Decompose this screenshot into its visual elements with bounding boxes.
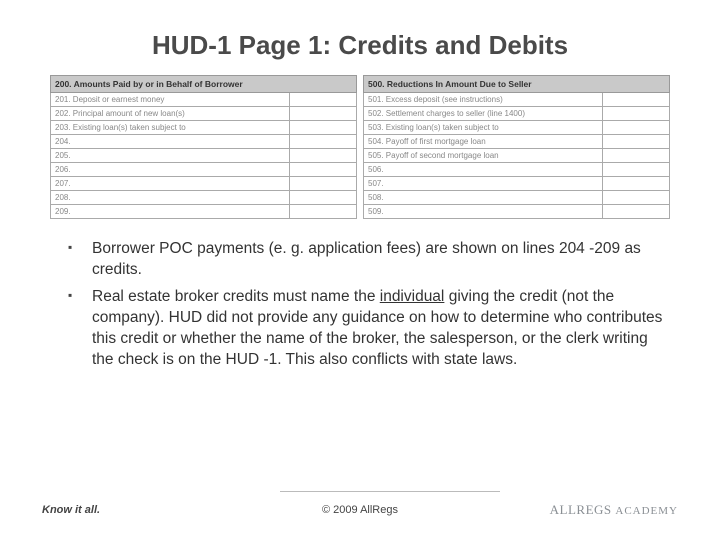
logo-main: ALLREGS [550,502,612,517]
table-row: 208. [51,191,357,205]
table-row: 507. [364,177,670,191]
footer-copyright: © 2009 AllRegs [254,504,466,516]
table-row: 207. [51,177,357,191]
table-row: 201. Deposit or earnest money [51,93,357,107]
table-row: 204. [51,135,357,149]
footer: Know it all. © 2009 AllRegs ALLREGS ACAD… [0,502,720,518]
slide: HUD-1 Page 1: Credits and Debits 200. Am… [0,0,720,540]
right-table: 500. Reductions In Amount Due to Seller … [363,75,670,219]
logo-sub: ACADEMY [615,505,678,517]
footer-rule [280,491,500,492]
right-table-header: 500. Reductions In Amount Due to Seller [364,76,670,93]
bullet-item: Borrower POC payments (e. g. application… [68,239,670,281]
left-table: 200. Amounts Paid by or in Behalf of Bor… [50,75,357,219]
table-row: 206. [51,163,357,177]
table-row: 509. [364,205,670,219]
table-row: 209. [51,205,357,219]
table-row: 502. Settlement charges to seller (line … [364,107,670,121]
underlined-word: individual [380,288,445,305]
table-row: 508. [364,191,670,205]
table-row: 503. Existing loan(s) taken subject to [364,121,670,135]
footer-logo: ALLREGS ACADEMY [466,502,678,518]
table-row: 203. Existing loan(s) taken subject to [51,121,357,135]
table-row: 202. Principal amount of new loan(s) [51,107,357,121]
footer-tagline: Know it all. [42,504,254,516]
table-row: 504. Payoff of first mortgage loan [364,135,670,149]
left-table-header: 200. Amounts Paid by or in Behalf of Bor… [51,76,357,93]
bullet-list: Borrower POC payments (e. g. application… [50,239,670,371]
tables-wrapper: 200. Amounts Paid by or in Behalf of Bor… [50,75,670,219]
page-title: HUD-1 Page 1: Credits and Debits [50,30,670,61]
table-row: 501. Excess deposit (see instructions) [364,93,670,107]
table-row: 505. Payoff of second mortgage loan [364,149,670,163]
bullet-item: Real estate broker credits must name the… [68,287,670,371]
table-row: 506. [364,163,670,177]
table-row: 205. [51,149,357,163]
